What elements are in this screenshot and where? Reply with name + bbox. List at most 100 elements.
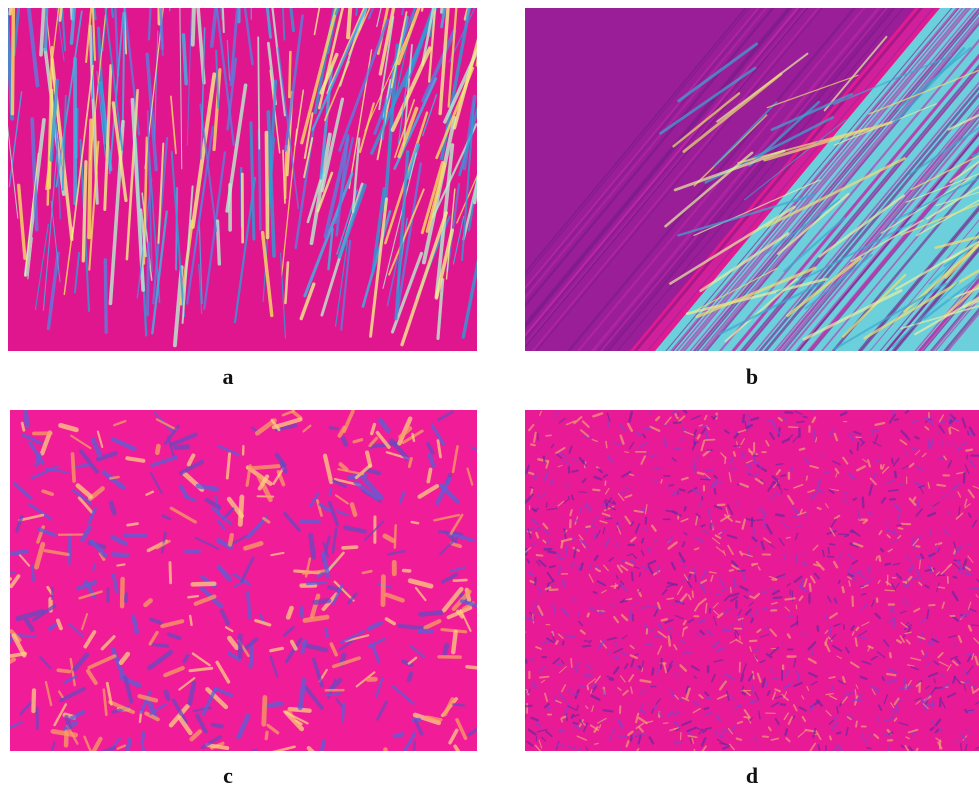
- texture-streak: [213, 725, 222, 727]
- texture-streak: [678, 491, 679, 494]
- texture-streak: [617, 576, 618, 579]
- texture-streak: [354, 440, 362, 442]
- texture-streak: [557, 664, 562, 665]
- texture-streak: [556, 641, 558, 644]
- texture-streak: [948, 445, 957, 446]
- texture-streak: [548, 707, 549, 711]
- texture-streak: [830, 544, 835, 545]
- texture-streak: [642, 607, 650, 608]
- texture-streak: [730, 467, 736, 468]
- texture-streak: [12, 0, 14, 114]
- texture-streak: [571, 659, 572, 667]
- texture-streak: [889, 490, 898, 491]
- texture-streak: [568, 496, 569, 499]
- texture-streak: [965, 574, 971, 575]
- texture-streak: [776, 515, 783, 516]
- texture-streak: [645, 625, 646, 629]
- texture-streak: [412, 522, 418, 523]
- micrograph-c: [0, 410, 493, 768]
- texture-streak: [142, 734, 143, 741]
- texture-streak: [885, 564, 889, 565]
- texture-streak: [550, 566, 555, 567]
- texture-streak: [603, 710, 612, 711]
- texture-streak: [843, 587, 844, 592]
- texture-streak: [266, 133, 267, 238]
- texture-streak: [961, 744, 962, 751]
- texture-streak: [685, 507, 686, 510]
- texture-streak: [828, 548, 829, 554]
- texture-streak: [620, 493, 625, 494]
- texture-streak: [899, 700, 902, 701]
- texture-streak: [232, 750, 256, 760]
- texture-streak: [903, 582, 906, 583]
- texture-streak: [897, 525, 901, 526]
- texture-streak: [830, 736, 831, 739]
- texture-streak: [32, 566, 33, 580]
- texture-streak: [867, 738, 868, 746]
- texture-streak: [618, 736, 626, 737]
- texture-streak: [58, 621, 61, 629]
- texture-streak: [879, 556, 880, 561]
- texture-streak: [198, 486, 217, 489]
- texture-streak: [895, 472, 896, 477]
- texture-streak: [810, 584, 811, 591]
- texture-streak: [8, 572, 15, 574]
- texture-streak: [343, 547, 357, 548]
- texture-streak: [899, 528, 903, 529]
- texture-streak: [949, 429, 950, 434]
- texture-streak: [667, 598, 673, 599]
- texture-streak: [890, 653, 891, 657]
- texture-streak: [929, 440, 930, 448]
- texture-streak: [730, 570, 733, 571]
- texture-streak: [705, 728, 711, 729]
- texture-streak: [266, 732, 267, 738]
- texture-streak: [680, 641, 684, 642]
- texture-streak: [767, 420, 771, 421]
- texture-streak: [560, 731, 565, 732]
- texture-streak: [217, 221, 219, 264]
- texture-streak: [694, 442, 698, 443]
- texture-streak: [642, 668, 643, 671]
- texture-streak: [186, 551, 199, 552]
- texture-streak: [230, 535, 232, 544]
- texture-streak: [544, 457, 545, 462]
- texture-streak: [575, 520, 578, 521]
- texture-streak: [669, 637, 670, 646]
- texture-streak: [915, 437, 918, 439]
- texture-streak: [588, 614, 589, 617]
- texture-streak: [823, 551, 824, 557]
- texture-streak: [950, 420, 951, 423]
- texture-streak: [550, 589, 558, 590]
- texture-streak: [912, 578, 917, 579]
- texture-streak: [766, 682, 768, 686]
- texture-streak: [302, 641, 305, 652]
- texture-streak: [566, 547, 567, 554]
- micrograph-b: [460, 0, 979, 351]
- texture-streak: [812, 651, 813, 654]
- texture-streak: [786, 729, 787, 734]
- texture-streak: [930, 531, 931, 535]
- texture-streak: [0, 639, 11, 660]
- texture-streak: [863, 498, 864, 508]
- texture-streak: [913, 538, 914, 547]
- texture-streak: [176, 447, 188, 448]
- texture-streak: [856, 638, 857, 646]
- texture-streak: [965, 710, 967, 712]
- texture-streak: [594, 592, 597, 593]
- texture-streak: [610, 735, 611, 740]
- texture-streak: [826, 616, 827, 620]
- texture-streak: [579, 687, 586, 688]
- texture-streak: [570, 510, 572, 515]
- texture-streak: [818, 508, 821, 509]
- texture-streak: [574, 723, 578, 724]
- texture-streak: [796, 605, 797, 609]
- texture-streak: [706, 698, 712, 699]
- texture-streak: [538, 434, 539, 440]
- texture-streak: [829, 677, 834, 678]
- texture-streak: [740, 635, 741, 640]
- texture-streak: [940, 698, 941, 706]
- texture-streak: [147, 243, 148, 315]
- texture-streak: [537, 555, 543, 556]
- texture-streak: [723, 629, 732, 630]
- texture-streak: [694, 568, 695, 576]
